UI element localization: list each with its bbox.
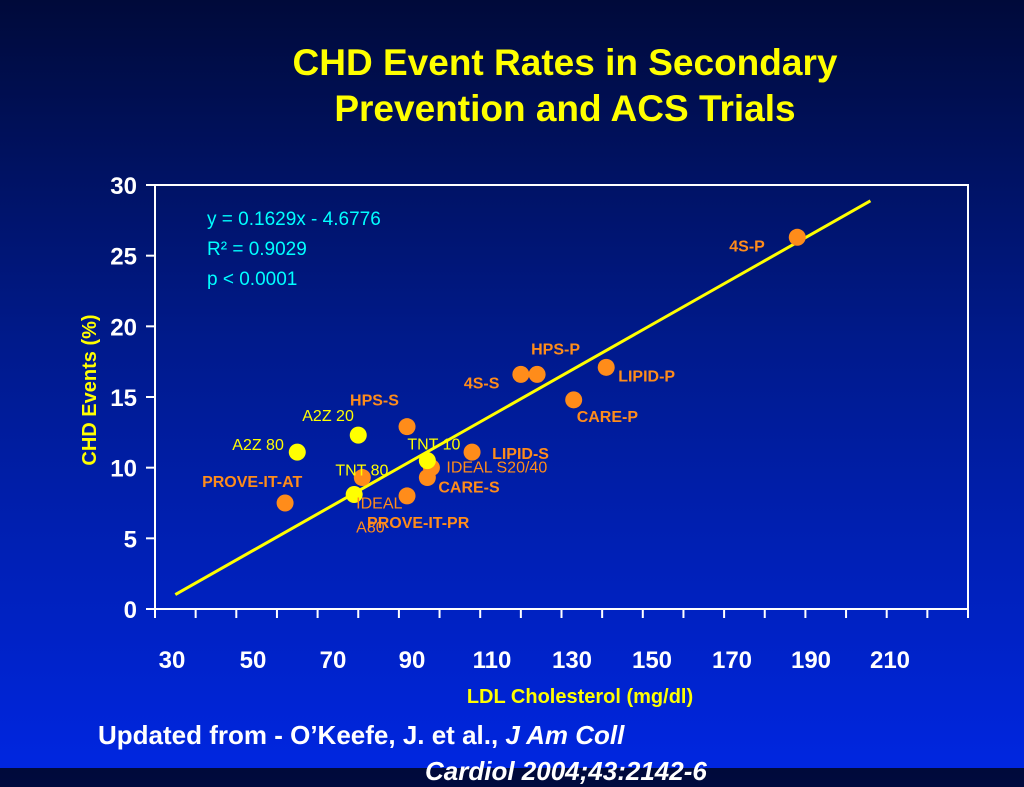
point-label-4s-p: 4S-P — [729, 238, 765, 255]
x-tick-label: 130 — [552, 647, 592, 674]
point-a2z-80 — [288, 443, 306, 461]
point-label-lipid-p: LIPID-P — [618, 368, 675, 385]
point-tnt-80 — [353, 469, 371, 487]
x-axis-label: LDL Cholesterol (mg/dl) — [467, 686, 693, 708]
point-label-tnt-80: TNT 80 — [335, 463, 388, 480]
point-prove-it-at — [276, 494, 294, 512]
point-label-a2z-20: A2Z 20 — [302, 408, 354, 425]
x-tick-label: 50 — [240, 647, 267, 674]
x-tick-label: 90 — [399, 647, 426, 674]
x-tick-label: 210 — [870, 647, 910, 674]
regression-line — [174, 199, 872, 596]
point-label-hps-s: HPS-S — [350, 393, 399, 410]
citation-line-2: Cardiol 2004;43:2142-6 — [425, 756, 707, 786]
point-label-4s-s: 4S-S — [464, 375, 500, 392]
x-tick-label: 150 — [632, 647, 672, 674]
x-tick-label: 30 — [159, 647, 186, 674]
y-tick-label: 20 — [110, 314, 137, 341]
x-tick-label: 70 — [320, 647, 347, 674]
point-a2z-20 — [349, 426, 367, 444]
point-label-lipid-s: LIPID-S — [492, 446, 549, 463]
point-label-a2z-80: A2Z 80 — [232, 437, 284, 454]
point-label-care-s: CARE-S — [438, 480, 500, 497]
citation-journal: J Am Coll — [505, 720, 625, 750]
y-axis-ticks: 0 5 10 15 20 25 30 — [110, 173, 155, 624]
point-label-ideal-s20-40: IDEAL S20/40 — [446, 460, 547, 477]
point-hps-p — [528, 365, 546, 383]
point-lipid-p — [597, 358, 615, 376]
slide-title: CHD Event Rates in Secondary Prevention … — [150, 40, 980, 132]
x-axis-ticks: 30 50 70 90 110 130 150 170 190 210 — [154, 609, 969, 674]
point-care-p — [565, 391, 583, 409]
point-ideal-a80 — [345, 486, 363, 504]
regression-annotation: y = 0.1629x - 4.6776 R² = 0.9029 p < 0.0… — [207, 209, 381, 290]
point-4s-p — [788, 228, 806, 246]
point-label-ideal-a80: IDEAL — [356, 496, 402, 513]
point-label-hps-p: HPS-P — [531, 341, 580, 358]
title-line-1: CHD Event Rates in Secondary — [292, 42, 838, 83]
y-tick-label: 30 — [110, 173, 137, 200]
y-tick-label: 0 — [124, 597, 137, 624]
point-label-prove-it-pr: PROVE-IT-PR — [367, 515, 470, 532]
y-tick-label: 5 — [124, 526, 137, 553]
equation-text: y = 0.1629x - 4.6776 — [207, 209, 381, 230]
point-tnt-10 — [418, 452, 436, 470]
point-lipid-s — [463, 443, 481, 461]
y-tick-label: 15 — [110, 385, 137, 412]
citation-prefix: Updated from - O’Keefe, J. et al., — [98, 720, 506, 750]
x-tick-label: 190 — [791, 647, 831, 674]
point-label-prove-it-at: PROVE-IT-AT — [202, 474, 302, 491]
point-prove-it-pr — [398, 487, 416, 505]
point-label-ideal-a80-line2: A80 — [356, 520, 385, 537]
y-tick-label: 10 — [110, 456, 137, 483]
point-care-s — [418, 469, 436, 487]
title-line-2: Prevention and ACS Trials — [334, 88, 796, 129]
point-4s-s — [512, 365, 530, 383]
r-squared-text: R² = 0.9029 — [207, 239, 307, 260]
point-label-tnt-10: TNT 10 — [407, 437, 460, 454]
x-tick-label: 170 — [712, 647, 752, 674]
x-tick-label: 110 — [473, 647, 512, 674]
p-value-text: p < 0.0001 — [207, 269, 297, 290]
y-axis-label: CHD Events (%) — [79, 314, 101, 465]
point-label-care-p: CARE-P — [577, 409, 639, 426]
y-tick-label: 25 — [110, 244, 137, 271]
point-hps-s — [398, 418, 416, 436]
citation: Updated from - O’Keefe, J. et al., J Am … — [98, 720, 624, 751]
